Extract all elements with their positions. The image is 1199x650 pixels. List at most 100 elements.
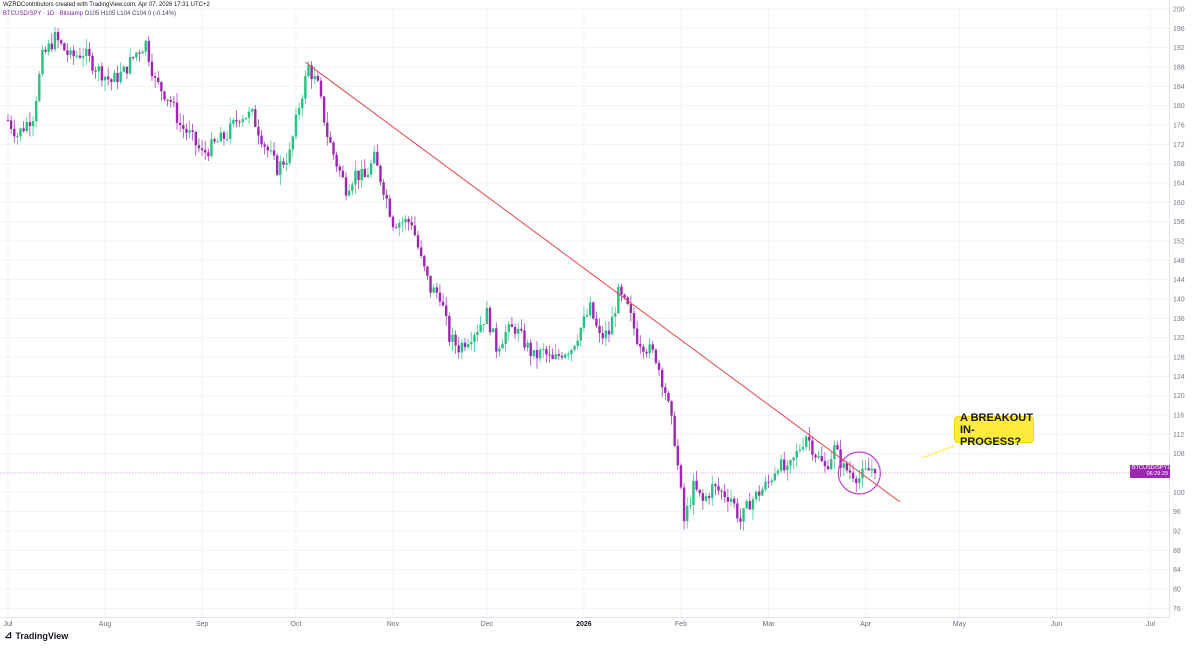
candle-body [795, 450, 798, 458]
trendline[interactable] [305, 61, 901, 503]
candle-body [473, 335, 476, 343]
candle-body [194, 131, 197, 146]
candle-body [441, 301, 445, 306]
candle-body [542, 349, 545, 351]
candle-body [347, 190, 351, 196]
candle-body [272, 150, 276, 156]
candle-body [203, 150, 207, 153]
candle-body [476, 332, 479, 336]
candle-body [767, 481, 770, 483]
candle-body [648, 344, 651, 354]
y-tick-label: 148 [1173, 258, 1185, 265]
candle-body [632, 312, 636, 329]
candle-body [823, 461, 827, 467]
candle-body [56, 32, 60, 41]
candle-body [817, 456, 820, 458]
candle-body [13, 128, 16, 137]
current-price-badge: BTCUSD/SPY 104 06:29:29 [1130, 465, 1176, 478]
y-tick-label: 128 [1173, 355, 1185, 362]
symbol-label[interactable]: BTCUSD/SPY · 1D · Bitstamp [3, 11, 83, 17]
candle-body [695, 480, 698, 490]
candle-body [116, 72, 119, 83]
candle-body [69, 50, 72, 55]
candle-body [66, 50, 69, 55]
candle-body [867, 468, 870, 471]
x-tick-label: Apr [860, 621, 872, 628]
candle-body [326, 122, 329, 138]
candle-body [175, 102, 179, 123]
candle-body [385, 194, 388, 199]
candle-body [388, 198, 392, 217]
y-tick-label: 140 [1173, 297, 1185, 304]
candle-body [291, 136, 295, 150]
candle-body [301, 98, 304, 109]
y-tick-label: 156 [1173, 219, 1185, 226]
candle-body [172, 101, 176, 103]
price-axis: 200 196 192 188 184 180 176 172 168 164 160 156 152 1… [1173, 7, 1185, 613]
candle-body [332, 142, 335, 155]
breakout-callout[interactable]: A BREAKOUT IN-PROGESS? [954, 412, 1034, 448]
candle-body [598, 325, 601, 334]
candle-body [570, 349, 573, 355]
candle-body [814, 454, 817, 458]
candle-body [532, 350, 536, 357]
candle-body [128, 57, 132, 74]
tradingview-mark-icon: ⊿ [4, 630, 13, 641]
candle-body [595, 318, 598, 326]
candle-body [225, 138, 229, 140]
candle-body [845, 463, 849, 471]
candle-body [660, 369, 664, 388]
candle-body [147, 40, 151, 62]
candle-body [829, 459, 833, 470]
candle-body [538, 349, 542, 359]
candle-body [113, 72, 116, 82]
candle-body [260, 135, 263, 145]
candle-body [736, 503, 739, 519]
candle-body [833, 445, 836, 460]
candle-body [75, 55, 79, 57]
candle-body [679, 465, 683, 488]
candle-body [394, 227, 398, 229]
candle-body [416, 235, 420, 248]
price-badge-countdown: 06:29:29 [1146, 470, 1168, 477]
candle-body [448, 315, 451, 342]
candle-body [9, 120, 13, 129]
candle-body [97, 66, 100, 72]
candle-body [466, 344, 470, 348]
candle-body [451, 334, 454, 342]
y-tick-label: 96 [1173, 509, 1181, 516]
candle-body [373, 151, 376, 164]
candle-body [501, 343, 504, 349]
tradingview-logo[interactable]: ⊿ TradingView [4, 630, 68, 641]
candle-body [758, 491, 761, 496]
candle-body [382, 182, 385, 195]
candle-body [682, 487, 686, 522]
candle-body [150, 61, 154, 77]
candle-body [19, 128, 22, 137]
candle-body [507, 324, 510, 332]
y-tick-label: 116 [1173, 413, 1184, 420]
y-tick-label: 172 [1173, 142, 1185, 149]
candle-body [316, 75, 320, 81]
candle-body [413, 225, 417, 236]
candle-body [141, 51, 144, 54]
candle-body [423, 256, 426, 267]
candle-body [169, 99, 172, 102]
candle-body [742, 508, 745, 522]
candle-body [44, 49, 47, 52]
candle-body [191, 130, 194, 132]
x-tick-label: Feb [675, 621, 687, 628]
candle-body [310, 65, 313, 79]
candle-body [864, 468, 867, 470]
candle-body [692, 480, 695, 505]
candle-body [153, 76, 157, 78]
candle-body [770, 480, 773, 482]
candle-body [16, 136, 19, 138]
candle-body [106, 76, 110, 80]
candle-body [269, 150, 273, 152]
candle-body [81, 56, 85, 58]
candle-body [22, 128, 25, 132]
candle-body [704, 496, 708, 501]
breakout-highlight-circle[interactable] [837, 451, 881, 495]
